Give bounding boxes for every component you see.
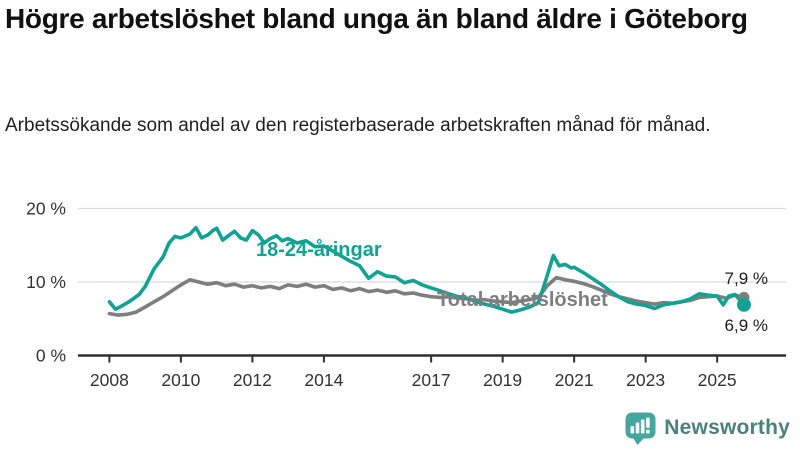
end-dot-18-24 bbox=[736, 297, 751, 312]
newsworthy-icon bbox=[625, 412, 656, 445]
x-tick-label: 2008 bbox=[90, 370, 129, 390]
newsworthy-logo[interactable]: Newsworthy bbox=[625, 412, 790, 445]
x-tick-label: 2017 bbox=[412, 370, 451, 390]
series-label-total: Total arbetslöshet bbox=[437, 289, 608, 311]
series-line-total bbox=[107, 275, 746, 317]
series-line-18-24 bbox=[107, 225, 746, 314]
chart-subtitle: Arbetssökande som andel av den registerb… bbox=[5, 115, 711, 136]
x-tick-label: 2010 bbox=[161, 370, 200, 390]
y-tick-label: 10 % bbox=[26, 272, 66, 292]
x-tick-label: 2023 bbox=[626, 370, 665, 390]
footer: Newsworthy bbox=[625, 410, 790, 446]
x-tick-label: 2021 bbox=[555, 370, 594, 390]
y-tick-label: 0 % bbox=[36, 346, 66, 366]
x-tick-label: 2012 bbox=[233, 370, 272, 390]
newsworthy-wordmark: Newsworthy bbox=[664, 416, 790, 439]
x-tick-label: 2025 bbox=[698, 370, 737, 390]
x-tick-label: 2019 bbox=[483, 370, 522, 390]
x-tick-label: 2014 bbox=[304, 370, 343, 390]
line-chart: 0 % 10 % 20 % 2008 2010 2012 2014 2017 2019 2021 2… bbox=[26, 199, 786, 390]
series-label-18-24: 18-24-åringar bbox=[256, 239, 382, 261]
end-value-label-18-24: 6,9 % bbox=[724, 316, 768, 335]
end-value-label-total: 7,9 % bbox=[724, 269, 768, 288]
page-title: Högre arbetslöshet bland unga än bland ä… bbox=[5, 3, 748, 34]
y-tick-label: 20 % bbox=[26, 199, 66, 219]
